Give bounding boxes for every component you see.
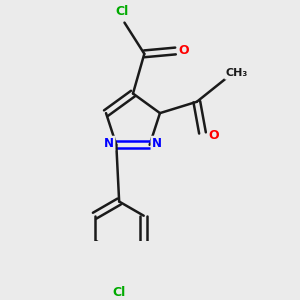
Text: Cl: Cl <box>115 5 128 18</box>
Text: O: O <box>208 129 219 142</box>
Text: N: N <box>104 137 114 150</box>
Text: N: N <box>152 137 162 150</box>
Text: Cl: Cl <box>112 286 126 299</box>
Text: CH₃: CH₃ <box>225 68 248 78</box>
Text: O: O <box>179 44 189 58</box>
